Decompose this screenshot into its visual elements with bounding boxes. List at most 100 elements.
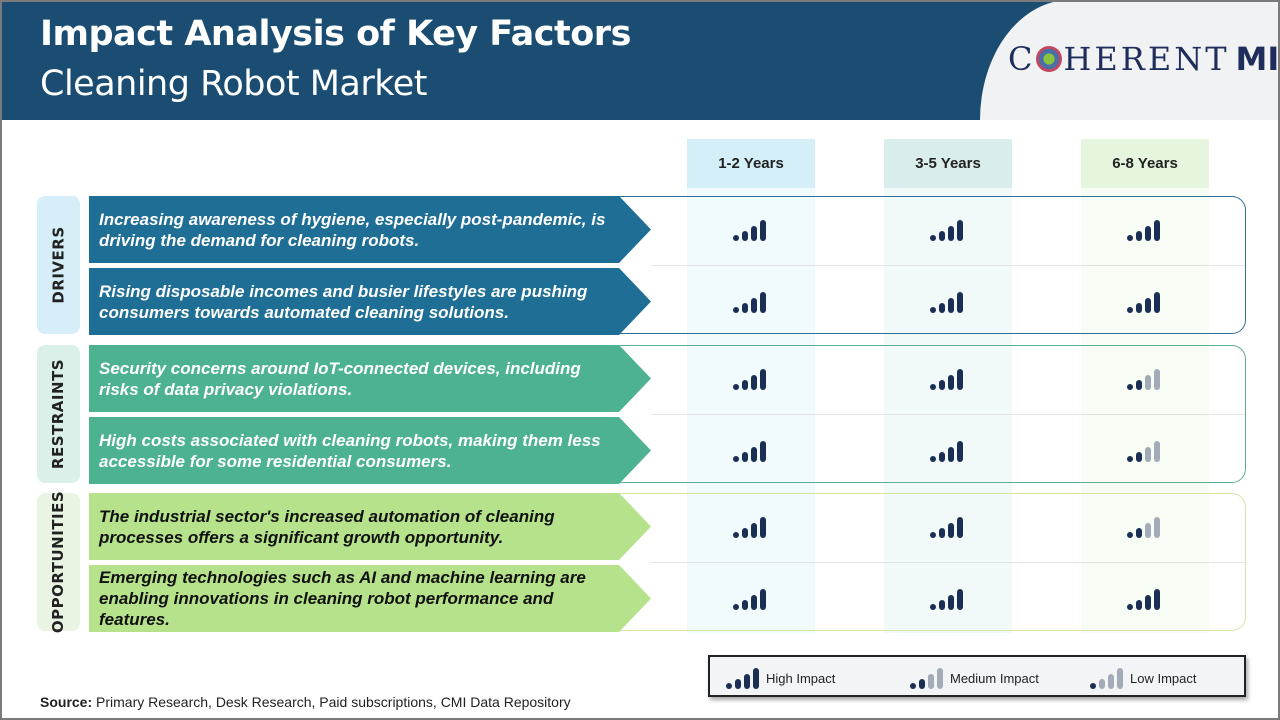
factor-text: High costs associated with cleaning robo… xyxy=(99,430,601,471)
signal-bar xyxy=(928,674,934,689)
signal-high-icon xyxy=(930,588,966,610)
signal-bar xyxy=(1136,452,1142,462)
signal-bar xyxy=(919,679,925,689)
factor-arrow: The industrial sector's increased automa… xyxy=(89,493,651,560)
signal-bar xyxy=(948,447,954,462)
signal-bar xyxy=(751,595,757,610)
signal-medium-icon xyxy=(910,667,946,689)
signal-high-icon xyxy=(930,440,966,462)
logo-area xyxy=(980,0,1280,120)
signal-bar xyxy=(735,679,741,689)
column-header: 6-8 Years xyxy=(1081,139,1209,188)
signal-high-icon xyxy=(733,368,769,390)
signal-high-icon xyxy=(733,291,769,313)
row-divider xyxy=(651,562,1245,563)
signal-bar xyxy=(1145,447,1151,462)
source-label: Source: xyxy=(40,694,93,710)
signal-bar xyxy=(1090,683,1096,689)
section-label-opportunities: OPPORTUNITIES xyxy=(37,490,80,634)
section-label-drivers: DRIVERS xyxy=(37,196,80,334)
factor-text: Increasing awareness of hygiene, especia… xyxy=(99,209,606,250)
signal-bar xyxy=(1117,668,1123,689)
factor-arrow: Security concerns around IoT-connected d… xyxy=(89,345,651,412)
signal-bar xyxy=(751,523,757,538)
signal-bar xyxy=(1154,292,1160,313)
signal-bar xyxy=(726,683,732,689)
signal-bar xyxy=(1145,375,1151,390)
signal-bar xyxy=(751,298,757,313)
signal-bar xyxy=(1127,384,1133,390)
signal-bar xyxy=(742,528,748,538)
signal-bar xyxy=(939,452,945,462)
page-title: Impact Analysis of Key Factors xyxy=(40,14,631,54)
signal-bar xyxy=(1154,369,1160,390)
source-note: Source: Primary Research, Desk Research,… xyxy=(40,694,571,710)
factor-text: Rising disposable incomes and busier lif… xyxy=(99,281,588,322)
signal-high-icon xyxy=(733,440,769,462)
signal-medium-icon xyxy=(1127,516,1163,538)
signal-bar xyxy=(957,369,963,390)
signal-bar xyxy=(733,456,739,462)
signal-bar xyxy=(930,307,936,313)
signal-high-icon xyxy=(930,219,966,241)
signal-bar xyxy=(1136,231,1142,241)
factor-arrow: Emerging technologies such as AI and mac… xyxy=(89,565,651,632)
signal-high-icon xyxy=(1127,291,1163,313)
signal-bar xyxy=(930,235,936,241)
signal-bar xyxy=(1127,307,1133,313)
signal-bar xyxy=(742,231,748,241)
source-text: Primary Research, Desk Research, Paid su… xyxy=(96,694,571,710)
signal-high-icon xyxy=(726,667,762,689)
section-label-text: OPPORTUNITIES xyxy=(49,490,68,634)
signal-bar xyxy=(1136,528,1142,538)
signal-bar xyxy=(760,517,766,538)
signal-bar xyxy=(948,523,954,538)
signal-bar xyxy=(937,668,943,689)
signal-bar xyxy=(1154,220,1160,241)
signal-low-icon xyxy=(1090,667,1126,689)
section-label-restraints: RESTRAINTS xyxy=(37,345,80,483)
page-subtitle: Cleaning Robot Market xyxy=(40,64,428,104)
signal-high-icon xyxy=(1127,219,1163,241)
legend-high: High Impact xyxy=(726,667,835,689)
legend-low: Low Impact xyxy=(1090,667,1196,689)
signal-bar xyxy=(744,674,750,689)
signal-bar xyxy=(939,380,945,390)
signal-bar xyxy=(1145,226,1151,241)
row-divider xyxy=(651,414,1245,415)
factor-arrow: Increasing awareness of hygiene, especia… xyxy=(89,196,651,263)
signal-bar xyxy=(957,292,963,313)
factor-arrow: High costs associated with cleaning robo… xyxy=(89,417,651,484)
signal-bar xyxy=(957,589,963,610)
signal-bar xyxy=(1127,456,1133,462)
section-label-text: DRIVERS xyxy=(49,226,68,304)
signal-bar xyxy=(733,384,739,390)
signal-bar xyxy=(1136,380,1142,390)
factor-text: Security concerns around IoT-connected d… xyxy=(99,358,581,399)
signal-bar xyxy=(939,528,945,538)
signal-bar xyxy=(939,600,945,610)
signal-bar xyxy=(1154,589,1160,610)
signal-bar xyxy=(1154,517,1160,538)
signal-bar xyxy=(939,231,945,241)
legend: High Impact Medium Impact Low Impact xyxy=(708,655,1246,697)
column-stripe xyxy=(1081,188,1209,633)
signal-bar xyxy=(733,604,739,610)
signal-bar xyxy=(733,307,739,313)
signal-bar xyxy=(948,375,954,390)
signal-bar xyxy=(742,452,748,462)
signal-high-icon xyxy=(733,588,769,610)
signal-bar xyxy=(733,235,739,241)
signal-bar xyxy=(930,532,936,538)
signal-bar xyxy=(1108,674,1114,689)
signal-bar xyxy=(957,220,963,241)
factor-text: The industrial sector's increased automa… xyxy=(99,506,555,547)
signal-bar xyxy=(733,532,739,538)
section-outline xyxy=(600,493,1246,631)
signal-bar xyxy=(742,380,748,390)
signal-bar xyxy=(751,226,757,241)
signal-bar xyxy=(957,441,963,462)
signal-bar xyxy=(760,292,766,313)
factor-text: Emerging technologies such as AI and mac… xyxy=(99,568,586,629)
signal-bar xyxy=(948,595,954,610)
